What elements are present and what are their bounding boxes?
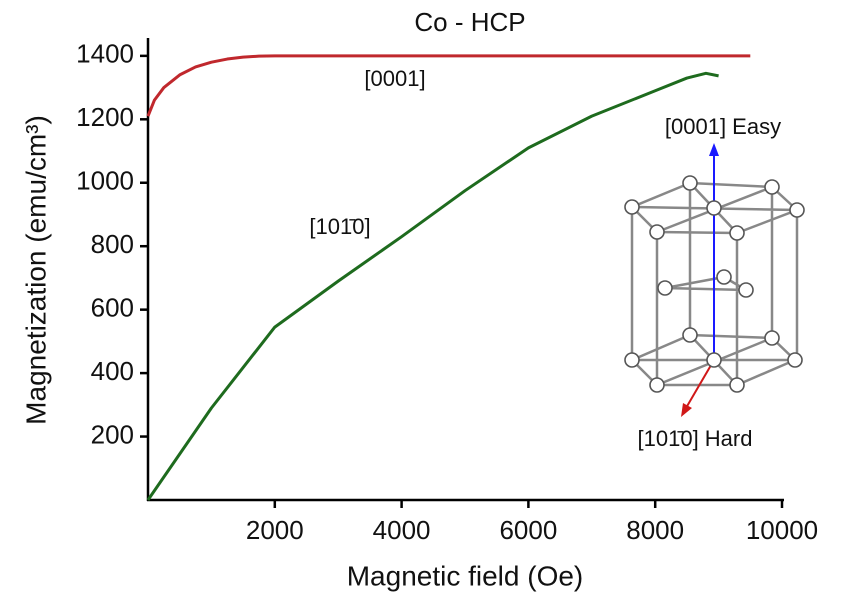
curve-label: [101̄0] (309, 214, 370, 239)
y-tick-label: 200 (91, 419, 134, 449)
chart-title: Co - HCP (414, 7, 525, 37)
x-tick-label: 4000 (373, 515, 431, 545)
y-tick-label: 1400 (76, 39, 134, 69)
x-tick-label: 8000 (626, 515, 684, 545)
series-line (146, 54, 751, 117)
y-tick-label: 1000 (76, 166, 134, 196)
y-axis-label: Magnetization (emu/cm³) (20, 115, 51, 425)
x-tick-label: 10000 (746, 515, 818, 545)
series-line (146, 71, 719, 501)
x-tick-label: 2000 (246, 515, 304, 545)
crystal-inset (624, 143, 805, 417)
inset-label: [101̄0] Hard (638, 426, 753, 451)
y-tick-label: 1200 (76, 102, 134, 132)
y-tick-label: 400 (91, 356, 134, 386)
inset-label: [0001] Easy (665, 114, 781, 139)
x-axis-label: Magnetic field (Oe) (347, 560, 584, 591)
y-tick-label: 800 (91, 229, 134, 259)
x-tick-label: 6000 (499, 515, 557, 545)
curve-label: [0001] (364, 66, 425, 91)
y-tick-label: 600 (91, 293, 134, 323)
